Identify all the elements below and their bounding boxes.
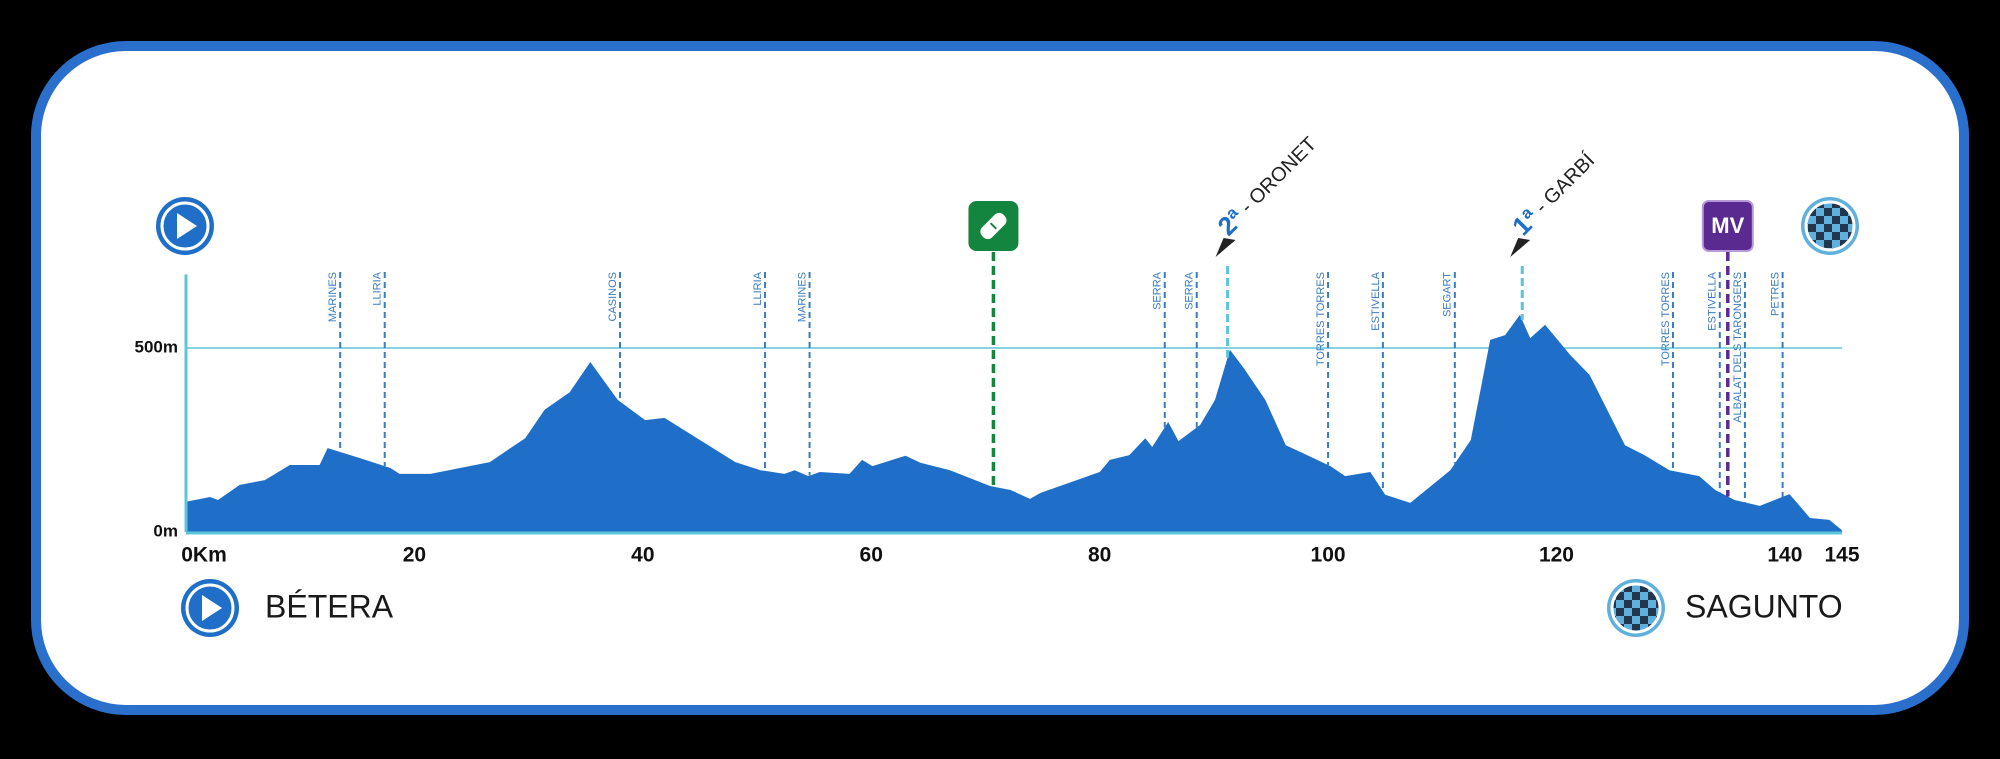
- town-label: LLIRIA: [372, 271, 384, 305]
- finish-icon: [1607, 579, 1665, 637]
- town-label: SERRA: [1152, 271, 1164, 310]
- climb-pointer: [1510, 238, 1531, 257]
- x-tick-label: 140: [1767, 544, 1802, 567]
- town-label: MARINES: [327, 272, 339, 322]
- finish-icon: [1801, 197, 1859, 255]
- town-label: ESTIVELLA: [1370, 271, 1382, 330]
- x-tick-label: 40: [631, 544, 654, 567]
- town-label: TORRES TORRES: [1660, 272, 1672, 366]
- town-label: SEGART: [1442, 272, 1454, 317]
- x-tick-label: 60: [860, 544, 883, 567]
- start-icon: [156, 197, 214, 255]
- x-tick-label: 20: [403, 544, 426, 567]
- x-tick-label: 120: [1539, 544, 1574, 567]
- start-town: BÉTERA: [265, 588, 394, 624]
- mv-badge: [1701, 200, 1754, 252]
- feed-zone-icon: [968, 201, 1019, 251]
- y-tick-label: 0m: [153, 521, 178, 540]
- feed-zone-bottle-cap: [989, 222, 997, 230]
- x-tick-label: 145: [1824, 544, 1859, 567]
- x-tick-label: 80: [1088, 544, 1111, 567]
- elevation-area: [186, 314, 1842, 532]
- town-label: PETRES: [1770, 272, 1782, 316]
- x-tick-label: 0Km: [181, 544, 227, 567]
- card-frame: [31, 41, 1969, 715]
- town-label: MARINES: [796, 272, 808, 322]
- finish-town: SAGUNTO: [1685, 588, 1843, 624]
- town-label: ESTIVELLA: [1707, 271, 1719, 330]
- town-label: ALBALAT DELS TARONGERS: [1732, 272, 1744, 423]
- town-label: TORRES TORRES: [1315, 272, 1327, 366]
- town-label: SERRA: [1184, 271, 1196, 310]
- x-tick-label: 100: [1311, 544, 1346, 567]
- town-label: CASINOS: [607, 272, 619, 322]
- mv-label: MV: [1711, 213, 1744, 238]
- town-label: LLIRIA: [752, 271, 764, 305]
- climb-pointer: [1215, 238, 1236, 257]
- start-icon: [181, 579, 239, 637]
- y-tick-label: 500m: [135, 337, 178, 356]
